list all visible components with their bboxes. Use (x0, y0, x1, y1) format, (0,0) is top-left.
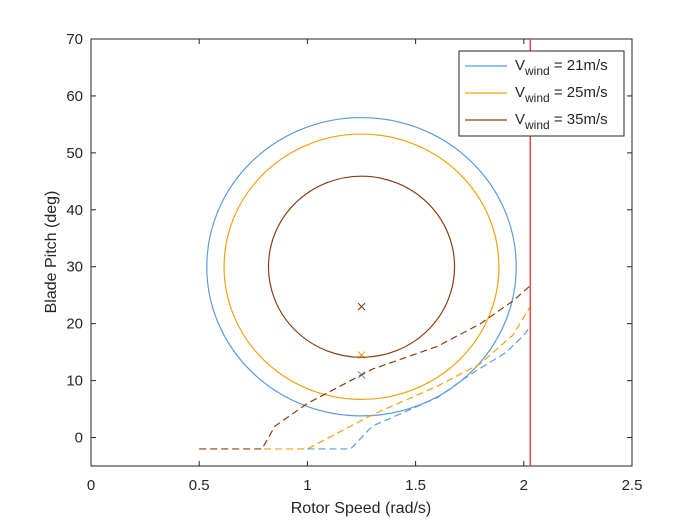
legend-suffix: = 35m/s (550, 111, 608, 128)
series-dashed-line (264, 306, 531, 450)
x-tick-label: 1.5 (405, 477, 426, 494)
y-tick-label: 40 (66, 202, 83, 219)
center-marker (357, 302, 366, 311)
legend-entry: Vwind = 21m/s (515, 57, 608, 78)
x-tick-label: 1 (303, 477, 311, 494)
x-axis-ticks: 0 0.5 1 1.5 2 2.5 (87, 39, 643, 494)
series-circle (206, 116, 517, 417)
series-dashed-line (199, 283, 533, 450)
series-circle (223, 133, 500, 400)
y-axis-ticks: 0 10 20 30 40 50 60 70 (66, 31, 632, 447)
y-tick-label: 60 (66, 88, 83, 105)
y-axis-label: Blade Pitch (deg) (43, 191, 60, 314)
y-tick-label: 10 (66, 373, 83, 390)
legend-entry: Vwind = 35m/s (515, 111, 608, 132)
legend-subscript: wind (524, 118, 550, 132)
y-tick-label: 70 (66, 31, 83, 48)
x-tick-label: 0.5 (189, 477, 210, 494)
y-tick-label: 30 (66, 259, 83, 276)
x-tick-label: 2.5 (622, 477, 643, 494)
legend-subscript: wind (524, 64, 550, 78)
series-dashed-line (307, 328, 529, 450)
x-tick-label: 0 (87, 477, 95, 494)
series-layer (199, 116, 533, 450)
legend-suffix: = 21m/s (550, 57, 608, 74)
legend-main-text: V (515, 84, 525, 101)
x-axis-label: Rotor Speed (rad/s) (291, 500, 432, 517)
y-tick-label: 20 (66, 316, 83, 333)
y-tick-label: 0 (75, 430, 83, 447)
legend-main-text: V (515, 57, 525, 74)
legend-entry: Vwind = 25m/s (515, 84, 608, 105)
legend-suffix: = 25m/s (550, 84, 608, 101)
legend-subscript: wind (524, 91, 550, 105)
y-tick-label: 50 (66, 145, 83, 162)
x-tick-label: 2 (520, 477, 528, 494)
series-circle (267, 175, 456, 358)
legend-main-text: V (515, 111, 525, 128)
